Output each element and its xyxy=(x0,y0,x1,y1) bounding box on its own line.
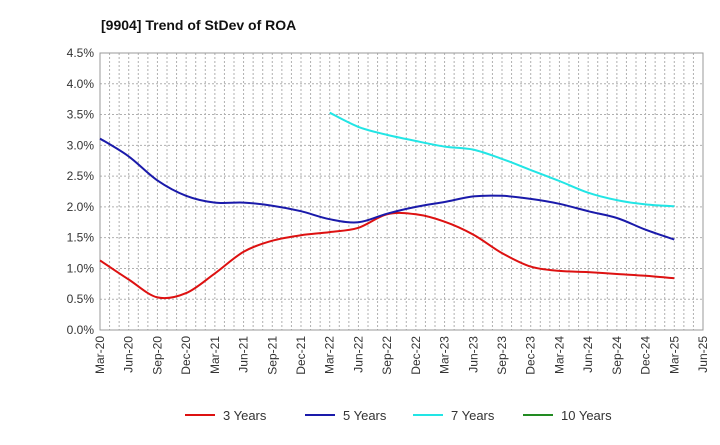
x-tick-label: Jun-22 xyxy=(351,336,365,373)
x-tick-label: Dec-22 xyxy=(409,336,423,375)
y-tick-label: 4.0% xyxy=(67,77,95,91)
y-tick-label: 1.5% xyxy=(67,231,95,245)
y-tick-label: 3.0% xyxy=(67,138,95,152)
legend: 3 Years 5 Years 7 Years 10 Years xyxy=(185,408,612,423)
x-tick-label: Dec-21 xyxy=(294,336,308,375)
x-tick-label: Jun-23 xyxy=(466,336,480,373)
x-tick-label: Mar-23 xyxy=(438,336,452,374)
x-axis: Mar-20 Jun-20 Sep-20 Dec-20 Mar-21 Jun-21 Sep-… xyxy=(93,336,710,375)
x-tick-label: Mar-21 xyxy=(208,336,222,374)
series xyxy=(99,111,675,300)
y-tick-label: 3.5% xyxy=(67,108,95,122)
y-axis: 0.0% 0.5% 1.0% 1.5% 2.0% 2.5% 3.0% 3.5% 4.0% 4.5% xyxy=(67,46,95,337)
x-tick-label: Mar-20 xyxy=(93,336,107,374)
chart-title: [9904] Trend of StDev of ROA xyxy=(101,17,296,33)
legend-label-3: 7 Years xyxy=(451,408,495,423)
x-tick-label: Jun-21 xyxy=(237,336,251,373)
x-tick-label: Dec-20 xyxy=(179,336,193,375)
x-tick-label: Mar-24 xyxy=(552,336,566,374)
x-tick-label: Sep-22 xyxy=(380,336,394,375)
x-tick-label: Sep-24 xyxy=(610,336,624,375)
grid xyxy=(99,52,704,331)
x-tick-label: Dec-24 xyxy=(639,336,653,375)
x-tick-label: Sep-20 xyxy=(150,336,164,375)
series-line-3 xyxy=(329,111,675,208)
x-tick-label: Jun-20 xyxy=(122,336,136,373)
y-tick-label: 0.0% xyxy=(67,323,95,337)
x-tick-label: Jun-24 xyxy=(581,336,595,373)
y-tick-label: 2.5% xyxy=(67,169,95,183)
legend-label-2: 5 Years xyxy=(343,408,387,423)
x-tick-label: Dec-23 xyxy=(524,336,538,375)
y-tick-label: 0.5% xyxy=(67,292,95,306)
y-tick-label: 1.0% xyxy=(67,261,95,275)
plot-area xyxy=(99,52,704,331)
legend-label-1: 3 Years xyxy=(223,408,267,423)
series-line-2 xyxy=(99,137,675,241)
y-tick-label: 4.5% xyxy=(67,46,95,60)
x-tick-label: Mar-25 xyxy=(667,336,681,374)
x-tick-label: Jun-25 xyxy=(696,336,710,373)
x-tick-label: Sep-21 xyxy=(265,336,279,375)
y-tick-label: 2.0% xyxy=(67,200,95,214)
x-tick-label: Sep-23 xyxy=(495,336,509,375)
x-tick-label: Mar-22 xyxy=(323,336,337,374)
legend-label-4: 10 Years xyxy=(561,408,612,423)
